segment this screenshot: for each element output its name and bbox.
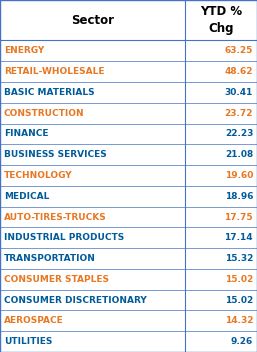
Text: BASIC MATERIALS: BASIC MATERIALS bbox=[4, 88, 95, 97]
Text: 21.08: 21.08 bbox=[225, 150, 253, 159]
Text: AEROSPACE: AEROSPACE bbox=[4, 316, 63, 325]
Text: 15.32: 15.32 bbox=[225, 254, 253, 263]
Text: CONSUMER DISCRETIONARY: CONSUMER DISCRETIONARY bbox=[4, 296, 146, 304]
Text: CONSUMER STAPLES: CONSUMER STAPLES bbox=[4, 275, 109, 284]
Text: FINANCE: FINANCE bbox=[4, 130, 48, 138]
Text: TECHNOLOGY: TECHNOLOGY bbox=[4, 171, 72, 180]
Text: 15.02: 15.02 bbox=[225, 296, 253, 304]
Text: AUTO-TIRES-TRUCKS: AUTO-TIRES-TRUCKS bbox=[4, 213, 107, 221]
Text: ENERGY: ENERGY bbox=[4, 46, 44, 55]
Text: 19.60: 19.60 bbox=[225, 171, 253, 180]
Text: UTILITIES: UTILITIES bbox=[4, 337, 52, 346]
Text: BUSINESS SERVICES: BUSINESS SERVICES bbox=[4, 150, 107, 159]
Text: CONSTRUCTION: CONSTRUCTION bbox=[4, 109, 85, 118]
Text: TRANSPORTATION: TRANSPORTATION bbox=[4, 254, 96, 263]
Text: INDUSTRIAL PRODUCTS: INDUSTRIAL PRODUCTS bbox=[4, 233, 124, 242]
Text: 17.14: 17.14 bbox=[225, 233, 253, 242]
Text: 14.32: 14.32 bbox=[225, 316, 253, 325]
Text: YTD %
Chg: YTD % Chg bbox=[200, 5, 242, 35]
Text: 63.25: 63.25 bbox=[225, 46, 253, 55]
Text: 18.96: 18.96 bbox=[225, 192, 253, 201]
Text: 23.72: 23.72 bbox=[225, 109, 253, 118]
Text: RETAIL-WHOLESALE: RETAIL-WHOLESALE bbox=[4, 67, 104, 76]
Text: Sector: Sector bbox=[71, 14, 114, 27]
Text: 15.02: 15.02 bbox=[225, 275, 253, 284]
Text: 22.23: 22.23 bbox=[225, 130, 253, 138]
Text: 30.41: 30.41 bbox=[225, 88, 253, 97]
Text: MEDICAL: MEDICAL bbox=[4, 192, 49, 201]
Text: 9.26: 9.26 bbox=[231, 337, 253, 346]
Text: 48.62: 48.62 bbox=[225, 67, 253, 76]
Text: 17.75: 17.75 bbox=[225, 213, 253, 221]
